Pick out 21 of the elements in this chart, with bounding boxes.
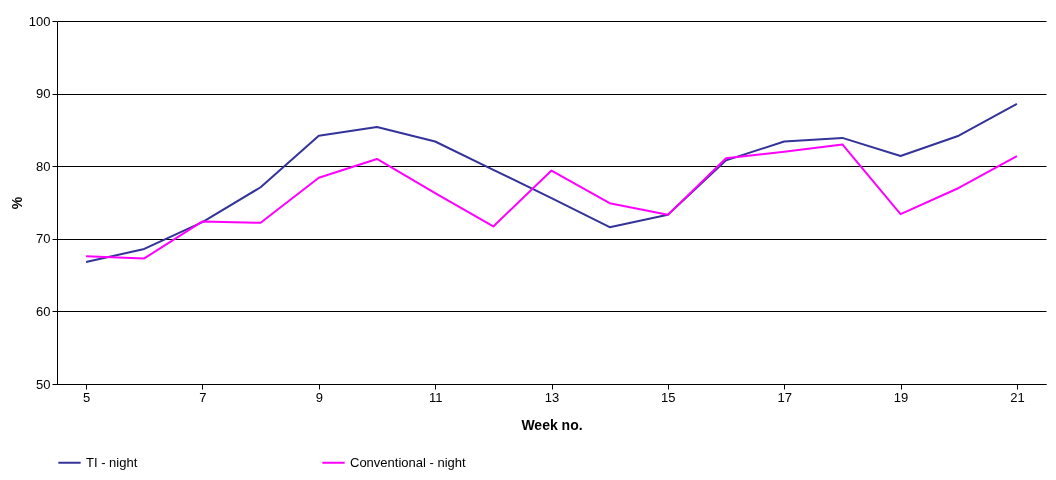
- x-tick-label: 7: [199, 389, 207, 405]
- x-tick-label: 21: [1010, 389, 1025, 405]
- y-tick-label: 90: [36, 86, 51, 102]
- y-tick-label: 100: [28, 13, 51, 29]
- line-series: [85, 143, 1018, 260]
- legend-label: Conventional - night: [350, 454, 467, 470]
- x-tick-label: 5: [82, 389, 91, 405]
- y-tick-label: 50: [36, 376, 51, 392]
- line-series: [85, 102, 1018, 264]
- x-tick-label: 17: [777, 389, 792, 405]
- y-tick-label: 80: [36, 158, 51, 174]
- y-tick-label: 60: [36, 303, 51, 319]
- x-tick-label: 11: [428, 389, 443, 405]
- x-tick-label: 15: [661, 389, 676, 405]
- legend-label: TI - night: [86, 454, 138, 470]
- x-tick-label: 9: [315, 389, 323, 405]
- x-tick-label: 13: [544, 389, 560, 405]
- y-axis-title: %: [8, 196, 25, 210]
- x-axis-title: Week no.: [521, 416, 583, 433]
- y-tick-label: 70: [36, 231, 51, 247]
- x-tick-label: 19: [893, 389, 909, 405]
